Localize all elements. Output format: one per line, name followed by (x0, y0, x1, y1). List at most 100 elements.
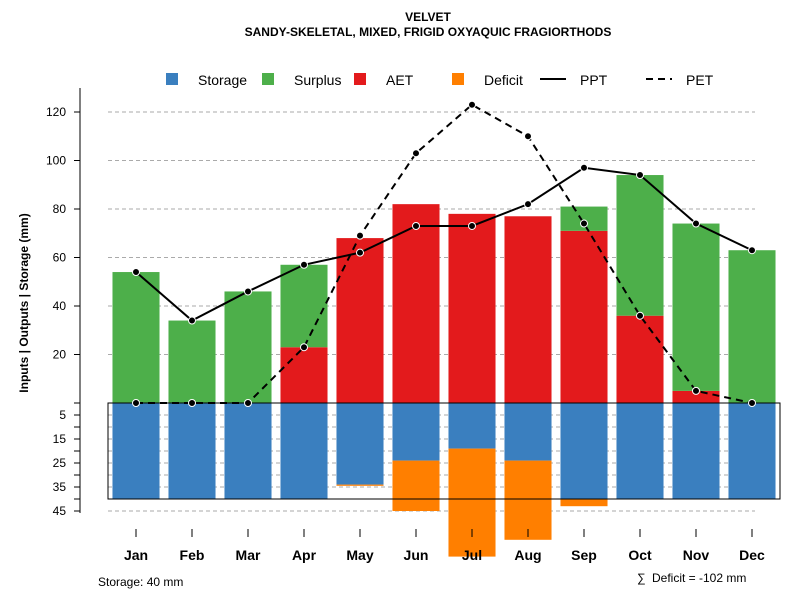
ppt-point (412, 221, 420, 230)
ppt-point (580, 163, 588, 172)
pet-point (412, 149, 420, 158)
ppt-line (135, 166, 753, 322)
legend: Storage Surplus AET Deficit PPT PET (166, 72, 714, 88)
x-tick-label: Sep (571, 547, 597, 563)
y-tick-label: 60 (53, 251, 67, 265)
storage-bar (672, 403, 720, 499)
x-tick-label: Jun (404, 547, 429, 563)
storage-bar (336, 403, 384, 485)
ppt-point (244, 287, 252, 296)
x-tick-label: Nov (683, 547, 710, 563)
pet-point (636, 311, 644, 320)
aet-bar (616, 315, 664, 403)
y-tick-label: 40 (53, 299, 67, 313)
y-tick-label: 45 (53, 504, 67, 518)
chart-subtitle: SANDY-SKELETAL, MIXED, FRIGID OXYAQUIC F… (245, 25, 612, 39)
aet-bar (448, 213, 496, 403)
ppt-point (468, 221, 476, 230)
storage-bar (448, 403, 496, 449)
x-tick-label: Mar (236, 547, 261, 563)
legend-label: PET (686, 72, 714, 88)
legend-label: PPT (580, 72, 608, 88)
aet-bar (336, 238, 384, 403)
y-tick-label: 100 (46, 154, 66, 168)
surplus-bar (616, 175, 664, 316)
axes: 120 100 80 60 40 20 5 15 25 35 45 Jan Feb Mar Apr May Ju… (46, 88, 781, 563)
legend-label: AET (386, 72, 414, 88)
ppt-point (636, 171, 644, 180)
legend-label: Deficit (484, 72, 523, 88)
y-tick-label: 80 (53, 202, 67, 216)
legend-swatch (354, 73, 366, 85)
pet-point (524, 132, 532, 141)
surplus-bar (728, 250, 776, 403)
ppt-point (748, 246, 756, 255)
aet-bar (280, 347, 328, 403)
y-tick-label: 5 (59, 408, 66, 422)
y-tick-label: 120 (46, 105, 66, 119)
x-tick-label: Jan (124, 547, 148, 563)
legend-swatch (452, 73, 464, 85)
y-tick-label: 25 (53, 456, 67, 470)
ppt-point (132, 268, 140, 277)
y-tick-label: 35 (53, 480, 67, 494)
pet-point (468, 100, 476, 109)
sum-icon: ∑ (637, 571, 646, 585)
chart-title: VELVET (405, 10, 451, 24)
ppt-point (188, 316, 196, 325)
storage-bar (168, 403, 216, 499)
y-tick-label: 20 (53, 348, 67, 362)
pet-point (580, 219, 588, 228)
aet-bar (392, 204, 440, 403)
aet-bar (672, 390, 720, 403)
legend-label: Storage (198, 72, 247, 88)
ppt-point (524, 200, 532, 209)
aet-bar (560, 230, 608, 403)
bars (112, 175, 776, 557)
deficit-bar (504, 460, 552, 540)
storage-note: Storage: 40 mm (98, 575, 183, 589)
storage-bar (280, 403, 328, 499)
pet-point (132, 399, 140, 407)
storage-bar (560, 403, 608, 499)
x-tick-label: Jul (462, 547, 482, 563)
storage-bar (616, 403, 664, 499)
pet-point (748, 399, 756, 407)
pet-point (244, 399, 252, 407)
y-axis-label: Inputs | Outputs | Storage (mm) (17, 213, 31, 392)
pet-point (692, 386, 700, 395)
x-tick-label: May (346, 547, 373, 563)
legend-swatch (262, 73, 274, 85)
pet-point (356, 231, 364, 240)
storage-bar (112, 403, 160, 499)
surplus-bar (112, 272, 160, 403)
pet-line (136, 103, 753, 404)
deficit-bar (448, 448, 496, 557)
storage-bar (728, 403, 776, 499)
pet-point (300, 343, 308, 352)
x-tick-label: Apr (292, 547, 317, 563)
surplus-bar (672, 223, 720, 391)
x-tick-label: Aug (514, 547, 541, 563)
ppt-point (692, 219, 700, 228)
ppt-point (356, 248, 364, 257)
ppt-point (300, 260, 308, 269)
deficit-bar (560, 499, 608, 507)
y-tick-label: 15 (53, 432, 67, 446)
deficit-note: Deficit = -102 mm (652, 571, 746, 585)
storage-bar (224, 403, 272, 499)
legend-swatch (166, 73, 178, 85)
pet-point (188, 399, 196, 407)
legend-label: Surplus (294, 72, 341, 88)
storage-bar (504, 403, 552, 461)
series-lines (132, 100, 756, 407)
deficit-bar (336, 484, 384, 486)
x-tick-label: Dec (739, 547, 765, 563)
x-tick-label: Feb (180, 547, 205, 563)
deficit-bar (392, 460, 440, 511)
x-tick-label: Oct (628, 547, 652, 563)
surplus-bar (224, 291, 272, 403)
surplus-bar (168, 320, 216, 403)
aet-bar (504, 216, 552, 403)
